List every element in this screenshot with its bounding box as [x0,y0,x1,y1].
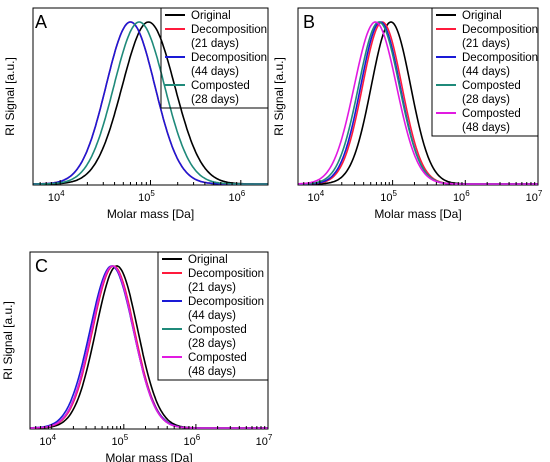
legend-label: Composted [191,80,250,92]
x-tick-label: 105 [111,433,128,448]
x-tick-label: 105 [138,189,155,204]
x-tick-label: 105 [380,189,397,204]
x-tick-label: 106 [228,189,245,204]
x-tick-label: 104 [39,433,56,448]
legend-label: (21 days) [188,282,236,294]
legend-box [431,7,539,137]
panel-a: A 104 105 106 Molar mass [Da] RI Signal [a.u.… [3,7,269,221]
x-tick-label: 104 [308,189,325,204]
legend-label: Original [191,10,231,22]
y-axis-label: RI Signal [a.u.] [272,57,286,136]
legend-label: Decomposition [191,24,267,36]
legend-box [157,251,269,381]
legend-label: Composted [462,80,521,92]
x-axis-label: Molar mass [Da] [374,207,461,221]
x-tick-label: 104 [48,189,65,204]
panel-letter: C [35,256,48,276]
x-tick-label: 107 [256,433,273,448]
legend-label: (48 days) [188,366,236,378]
legend-label: Composted [188,324,247,336]
x-tick-label: 106 [184,433,201,448]
legend-label: (44 days) [462,66,510,78]
series-line [33,21,268,185]
legend-label: (44 days) [188,310,236,322]
legend: Original Decomposition (21 days) Decomposit… [160,7,269,109]
legend-label: (28 days) [188,338,236,350]
panel-b: B 104 105 106 107 Molar mass [Da] RI Signal [a… [272,7,543,221]
legend-label: (28 days) [191,94,239,106]
panel-letter: A [35,12,47,32]
legend-label: Decomposition [462,52,538,64]
x-axis-label: Molar mass [Da] [105,451,192,462]
y-axis-label: RI Signal [a.u.] [3,57,17,136]
legend-label: Decomposition [188,268,264,280]
legend: Original Decomposition (21 days) Decomposit… [431,7,539,137]
legend-label: Decomposition [462,24,538,36]
panel-letter: B [303,12,315,32]
series-line [33,21,268,185]
legend-label: (48 days) [462,122,510,134]
legend-label: Decomposition [191,52,267,64]
legend-box [160,7,269,109]
x-axis-label: Molar mass [Da] [107,207,194,221]
legend-label: (28 days) [462,94,510,106]
legend-label: Composted [462,108,521,120]
x-tick-label: 107 [526,189,543,204]
legend-label: (44 days) [191,66,239,78]
panel-c: C 104 105 106 107 Molar mass [Da] RI Signal [a… [1,251,273,462]
legend-label: Composted [188,352,247,364]
legend: Original Decomposition (21 days) Decomposit… [157,251,269,381]
legend-label: Decomposition [188,296,264,308]
series-line [298,21,538,185]
x-tick-label: 106 [453,189,470,204]
legend-label: Original [188,254,228,266]
series-line [30,265,268,429]
y-axis-label: RI Signal [a.u.] [1,301,15,380]
legend-label: (21 days) [191,38,239,50]
legend-label: Original [462,10,502,22]
legend-label: (21 days) [462,38,510,50]
